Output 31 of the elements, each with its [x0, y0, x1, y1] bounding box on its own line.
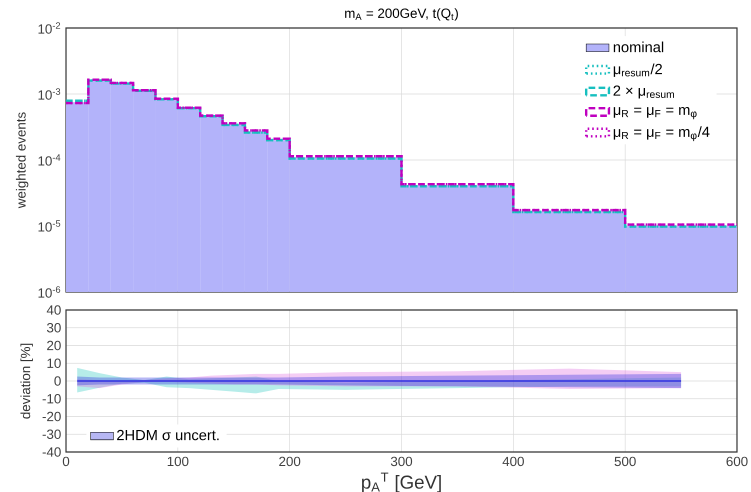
y-tick-label: 10 [47, 358, 61, 368]
y-tick-label: 10$^{-4}$ [38, 154, 60, 166]
legend-label: μ$_{R}$ = μ$_{F}$ = m$_{φ}$/4 [614, 126, 710, 142]
legend-label: 2 × μ$_{resum}$ [614, 85, 674, 98]
legend-label: μ$_{resum}$/2 [614, 63, 662, 77]
x-tick-label: 0 [62, 456, 70, 466]
x-tick-label: 200 [279, 456, 300, 466]
y-tick-label: 30 [46, 323, 61, 332]
y-tick-label: -40 [42, 447, 61, 457]
y-tick-label: 10$^{-6}$ [38, 286, 60, 298]
y-tick-label: 10$^{-5}$ [38, 220, 60, 232]
chart-title: m$_{A}$ = 200GeV, t(Q$_{t}$) [345, 8, 458, 21]
legend-label: μ$_{R}$ = μ$_{F}$ = m$_{φ}$ [614, 107, 697, 120]
x-tick-label: 500 [614, 456, 636, 466]
y-tick-label: 10$^{-3}$ [38, 88, 60, 100]
x-tick-label: 100 [168, 456, 188, 466]
x-tick-label: 400 [502, 456, 524, 466]
y-tick-label: 0 [54, 376, 61, 386]
y-tick-label: 20 [47, 340, 61, 350]
y-tick-label: -10 [42, 394, 61, 404]
y-tick-label: -30 [42, 430, 61, 439]
x-axis-title: p$_{A}$$^{T}$ [GeV] [362, 472, 441, 492]
y-tick-label: -20 [42, 412, 61, 422]
y-tick-label: 10$^{-2}$ [38, 22, 60, 34]
legend-label: 2HDM σ uncert. [117, 430, 219, 440]
y-axis-title: deviation [%] [20, 344, 33, 419]
x-tick-label: 600 [726, 456, 748, 466]
y-tick-label: 40 [46, 305, 61, 315]
legend-label: nominal [614, 42, 664, 52]
y-axis-title: weighted events [16, 112, 28, 208]
x-tick-label: 300 [390, 456, 412, 466]
